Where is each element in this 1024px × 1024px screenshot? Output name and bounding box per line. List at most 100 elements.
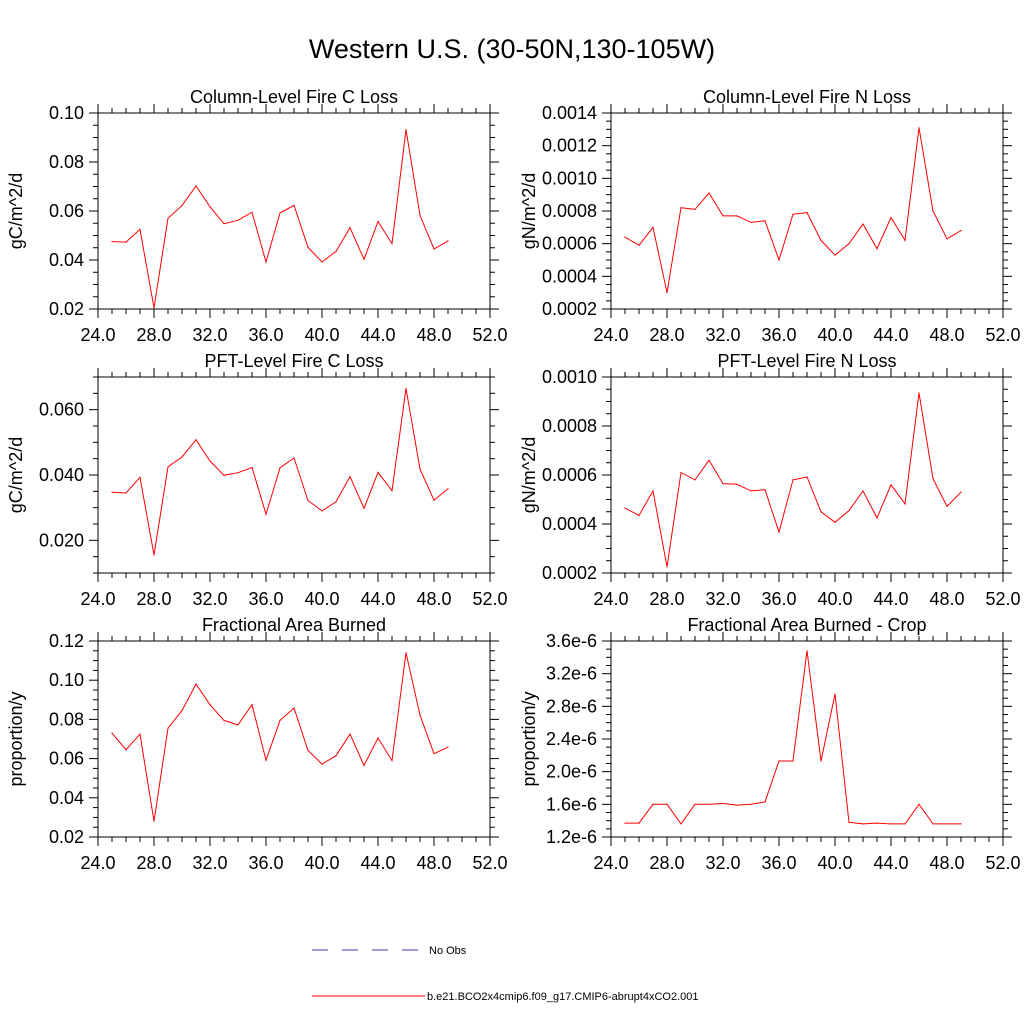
x-tick-label: 24.0 — [593, 853, 628, 873]
data-point — [349, 227, 351, 229]
y-tick-label: 0.10 — [49, 670, 84, 690]
data-point — [946, 823, 948, 825]
y-tick-label: 1.2e-6 — [546, 827, 597, 847]
data-point — [251, 466, 253, 469]
y-tick-label: 2.8e-6 — [546, 696, 597, 716]
data-point — [181, 205, 183, 207]
data-point — [932, 210, 934, 212]
data-point — [265, 261, 267, 263]
x-tick-label: 48.0 — [929, 589, 964, 609]
data-point — [694, 803, 696, 805]
data-point — [419, 714, 421, 716]
y-tick-label: 0.08 — [49, 152, 84, 172]
x-tick-label: 24.0 — [80, 589, 115, 609]
data-point — [167, 727, 169, 729]
x-tick-label: 44.0 — [360, 589, 395, 609]
data-point — [363, 258, 365, 260]
x-tick-label: 36.0 — [248, 589, 283, 609]
data-point — [139, 733, 141, 735]
data-point — [708, 192, 710, 194]
x-tick-label: 32.0 — [705, 325, 740, 345]
x-tick-label: 48.0 — [929, 853, 964, 873]
data-point — [307, 749, 309, 751]
data-point — [195, 185, 197, 187]
data-point — [237, 219, 239, 221]
data-point — [391, 242, 393, 245]
panel-title: Fractional Area Burned - Crop — [687, 615, 926, 635]
data-point — [708, 459, 710, 461]
data-point — [377, 737, 379, 739]
data-point — [638, 514, 640, 517]
data-point — [209, 460, 211, 462]
data-point — [125, 492, 127, 494]
y-tick-label: 0.04 — [49, 250, 84, 270]
data-point — [652, 226, 654, 228]
panel-title: Fractional Area Burned — [202, 615, 386, 635]
data-point — [167, 217, 169, 219]
data-point — [666, 292, 668, 294]
x-tick-label: 36.0 — [761, 325, 796, 345]
data-point — [433, 499, 435, 501]
data-point — [405, 652, 407, 654]
data-point — [778, 531, 780, 533]
x-tick-label: 28.0 — [649, 589, 684, 609]
data-point — [419, 214, 421, 217]
data-point — [363, 764, 365, 767]
y-tick-label: 0.04 — [49, 788, 84, 808]
y-tick-label: 0.0010 — [542, 168, 597, 188]
data-point — [806, 476, 808, 478]
data-point — [792, 479, 794, 481]
x-tick-label: 36.0 — [248, 853, 283, 873]
data-point — [377, 220, 379, 223]
y-tick-label: 0.0006 — [542, 465, 597, 485]
y-tick-label: 0.060 — [39, 400, 84, 420]
data-point — [820, 760, 822, 762]
data-point — [946, 505, 948, 507]
data-point — [680, 823, 682, 825]
x-tick-label: 28.0 — [649, 853, 684, 873]
data-point — [904, 503, 906, 505]
data-point — [153, 820, 155, 822]
data-point — [834, 254, 836, 256]
y-tick-label: 3.6e-6 — [546, 631, 597, 651]
data-point — [321, 510, 323, 512]
data-point — [405, 129, 407, 131]
data-point — [652, 803, 654, 805]
data-point — [377, 471, 379, 473]
figure-title: Western U.S. (30-50N,130-105W) — [308, 34, 716, 64]
data-point — [237, 724, 239, 726]
data-point — [764, 489, 766, 491]
data-point — [153, 554, 155, 556]
x-tick-label: 32.0 — [192, 589, 227, 609]
data-point — [139, 228, 141, 230]
y-tick-label: 0.0006 — [542, 234, 597, 254]
data-point — [624, 822, 626, 824]
x-tick-label: 52.0 — [472, 325, 507, 345]
data-point — [195, 439, 197, 441]
panel-title: Column-Level Fire N Loss — [703, 87, 911, 107]
data-point — [932, 823, 934, 825]
series-line — [625, 650, 961, 825]
data-point — [111, 241, 113, 243]
data-point — [708, 803, 710, 805]
data-point — [666, 566, 668, 568]
y-tick-label: 0.12 — [49, 631, 84, 651]
x-tick-label: 40.0 — [304, 589, 339, 609]
x-tick-label: 44.0 — [360, 853, 395, 873]
x-tick-label: 28.0 — [136, 589, 171, 609]
y-tick-label: 0.08 — [49, 709, 84, 729]
data-point — [918, 803, 920, 805]
x-tick-label: 48.0 — [416, 853, 451, 873]
data-point — [862, 490, 864, 492]
data-point — [764, 801, 766, 803]
x-tick-label: 36.0 — [761, 853, 796, 873]
data-point — [321, 261, 323, 263]
y-tick-label: 2.0e-6 — [546, 762, 597, 782]
data-point — [764, 220, 766, 222]
panel-title: PFT-Level Fire N Loss — [717, 351, 896, 371]
data-point — [433, 753, 435, 755]
